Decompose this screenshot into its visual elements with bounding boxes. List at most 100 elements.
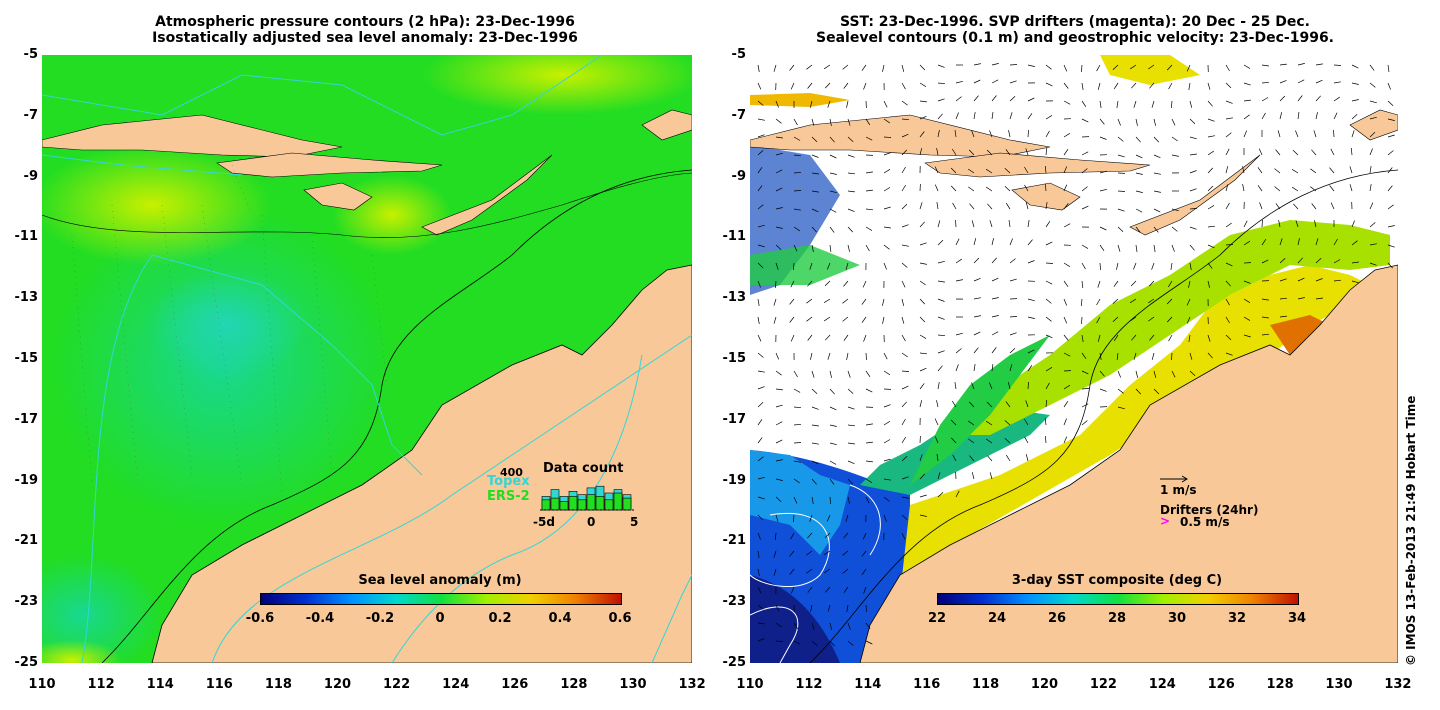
velocity-arrow — [811, 442, 819, 445]
velocity-arrow — [1315, 278, 1323, 282]
velocity-arrow — [969, 203, 975, 210]
velocity-arrow — [883, 496, 890, 502]
velocity-arrow — [829, 226, 835, 233]
velocity-arrow — [955, 80, 963, 84]
velocity-arrow — [1081, 82, 1084, 90]
velocity-arrow — [865, 352, 867, 361]
velocity-arrow — [807, 82, 813, 89]
velocity-arrow — [971, 130, 975, 138]
velocity-arrow — [862, 280, 867, 288]
land-australia — [151, 264, 692, 663]
land-lesser-sunda-r — [924, 152, 1151, 178]
ers2-label: ERS-2 — [487, 489, 530, 504]
velocity-arrow — [1117, 406, 1125, 410]
velocity-arrow — [1333, 129, 1335, 138]
velocity-arrow — [846, 604, 849, 612]
drifter-marker-icon: > — [1160, 514, 1171, 528]
velocity-arrow — [1225, 334, 1232, 341]
velocity-arrow — [901, 184, 906, 192]
velocity-arrow — [985, 168, 993, 174]
left-x-tick: 120 — [323, 677, 352, 692]
velocity-arrow — [883, 439, 891, 444]
velocity-arrow — [865, 622, 871, 629]
velocity-arrow — [775, 640, 784, 643]
velocity-arrow — [1243, 114, 1250, 120]
left-title-line1: Atmospheric pressure contours (2 hPa): 2… — [155, 14, 575, 30]
velocity-arrow — [986, 186, 993, 192]
velocity-arrow — [1045, 221, 1051, 228]
velocity-arrow — [968, 149, 975, 156]
velocity-arrow — [934, 418, 939, 426]
velocity-arrow — [829, 190, 837, 194]
left-x-tick: 118 — [264, 677, 292, 692]
velocity-arrow — [968, 168, 975, 174]
velocity-arrow — [757, 401, 764, 408]
velocity-arrow — [1099, 370, 1105, 377]
velocity-arrow — [847, 118, 851, 126]
velocity-arrow — [919, 82, 927, 87]
velocity-arrow — [1063, 352, 1071, 357]
velocity-arrow — [936, 400, 939, 408]
velocity-arrow — [1349, 184, 1353, 192]
velocity-arrow — [775, 439, 783, 444]
velocity-arrow — [1188, 280, 1191, 288]
velocity-arrow — [955, 348, 962, 354]
velocity-arrow — [811, 406, 819, 410]
right-y-tick: -11 — [722, 229, 747, 245]
velocity-arrow — [971, 382, 975, 390]
velocity-arrow — [1279, 297, 1288, 300]
velocity-arrow — [937, 239, 944, 246]
velocity-arrow — [1243, 220, 1248, 228]
velocity-arrow — [1099, 262, 1101, 271]
left-y-tick: -15 — [14, 351, 39, 366]
velocity-arrow — [991, 95, 997, 102]
velocity-arrow — [883, 226, 891, 229]
velocity-arrow — [757, 496, 765, 500]
velocity-arrow — [1045, 280, 1053, 285]
velocity-arrow — [919, 514, 927, 517]
velocity-arrow — [883, 169, 891, 174]
velocity-arrow — [865, 640, 873, 645]
velocity-arrow — [901, 352, 908, 358]
velocity-arrow — [1063, 262, 1071, 267]
velocity-arrow — [1387, 225, 1395, 228]
velocity-arrow — [1297, 257, 1303, 264]
velocity-arrow — [757, 316, 760, 324]
velocity-arrow — [901, 224, 909, 228]
velocity-arrow — [847, 370, 851, 378]
velocity-arrow — [952, 400, 957, 408]
velocity-arrow — [901, 64, 905, 72]
velocity-arrow — [845, 514, 849, 522]
velocity-arrow — [937, 365, 943, 372]
right-y-tick: -15 — [722, 351, 747, 366]
velocity-arrow — [1117, 154, 1125, 158]
velocity-arrow — [937, 82, 946, 85]
hist-bar-ers2 — [622, 497, 632, 511]
velocity-arrow — [1135, 208, 1143, 213]
velocity-arrow — [1004, 420, 1011, 426]
velocity-arrow — [1009, 258, 1016, 264]
velocity-arrow — [1063, 384, 1071, 390]
velocity-arrow — [968, 186, 975, 192]
velocity-arrow — [1044, 417, 1047, 426]
velocity-arrow — [919, 367, 927, 372]
velocity-arrow — [775, 496, 782, 503]
velocity-arrow — [847, 496, 850, 504]
velocity-arrow — [1135, 190, 1143, 193]
velocity-arrow — [1261, 112, 1266, 120]
velocity-arrow — [846, 352, 849, 360]
velocity-arrow — [973, 277, 981, 282]
velocity-arrow — [1243, 316, 1251, 321]
velocity-arrow — [968, 420, 975, 426]
velocity-arrow — [842, 298, 849, 304]
velocity-arrow — [847, 442, 855, 445]
hist-x-minus5: -5d — [533, 515, 555, 529]
velocity-arrow — [1279, 238, 1283, 246]
velocity-arrow — [775, 478, 783, 481]
velocity-arrow — [865, 136, 873, 141]
credit-text: © IMOS 13-Feb-2013 21:49 Hobart Time — [1404, 395, 1418, 666]
velocity-arrow — [1189, 262, 1192, 270]
velocity-arrow — [811, 460, 819, 465]
velocity-arrow — [863, 586, 867, 594]
velocity-arrow — [757, 118, 765, 121]
